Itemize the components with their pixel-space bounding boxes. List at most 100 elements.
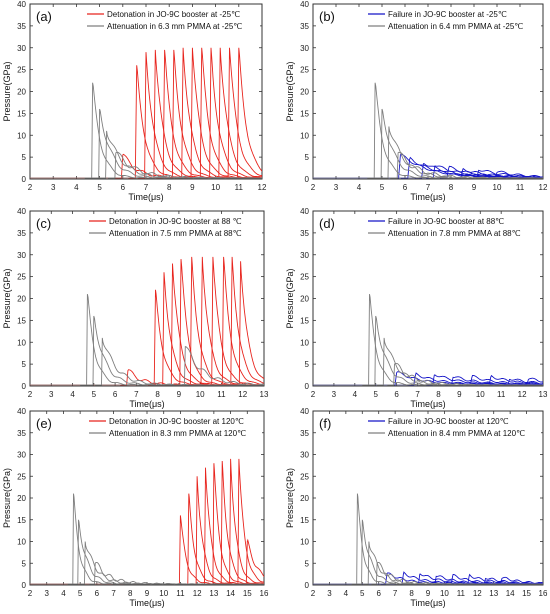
pressure-curve: [146, 49, 262, 179]
x-tick-label: 2: [311, 183, 316, 192]
curves: [313, 82, 543, 179]
x-axis-label: Time(μs): [128, 192, 163, 202]
legend-box: [365, 8, 541, 36]
y-axis-label: Pressure(GPa): [285, 268, 295, 328]
pressure-curve: [363, 541, 543, 585]
pressure-curve: [89, 562, 264, 585]
legend: Failure in JO-9C booster at 88℃ Attenuati…: [365, 215, 541, 243]
x-tick-label: 7: [111, 589, 116, 598]
legend-label: Attenuation in 7.5 mm PMMA at 88℃: [109, 229, 242, 238]
y-tick-label: 35: [17, 429, 26, 438]
x-tick-label: 12: [258, 183, 267, 192]
pressure-curve: [495, 576, 543, 585]
y-tick-label: 10: [17, 338, 26, 347]
pressure-curve: [211, 47, 262, 179]
panel-letter: (b): [319, 9, 335, 24]
x-tick-label: 11: [457, 589, 466, 598]
x-tick-label: 14: [226, 589, 235, 598]
legend-label: Failure in JO-9C booster at 88℃: [388, 217, 504, 226]
x-tick-label: 2: [311, 589, 316, 598]
x-tick-label: 10: [440, 589, 449, 598]
y-tick-label: 5: [22, 153, 27, 162]
x-tick-label: 8: [155, 390, 160, 399]
x-tick-label: 3: [327, 589, 332, 598]
x-tick-label: 15: [522, 589, 531, 598]
pressure-curve: [205, 256, 264, 386]
x-tick-label: 8: [449, 183, 454, 192]
y-tick-label: 0: [305, 175, 310, 184]
pressure-curve: [224, 458, 264, 585]
pressure-curve: [232, 261, 264, 386]
y-tick-label: 20: [300, 295, 309, 304]
x-tick-label: 6: [403, 183, 408, 192]
x-tick-label: 8: [167, 183, 172, 192]
y-tick-label: 5: [305, 360, 310, 369]
x-tick-label: 12: [193, 589, 202, 598]
pressure-curve: [86, 315, 264, 386]
x-tick-label: 13: [489, 589, 498, 598]
curves: [313, 493, 543, 585]
y-tick-label: 20: [300, 494, 309, 503]
y-tick-label: 0: [22, 175, 27, 184]
y-tick-label: 5: [305, 559, 310, 568]
legend-box: [86, 215, 262, 243]
y-tick-label: 40: [17, 207, 26, 216]
pressure-curve: [193, 47, 262, 179]
legend: Failure in JO-9C booster at -25℃ Attenuat…: [365, 8, 541, 36]
x-tick-label: 9: [190, 183, 195, 192]
x-tick-label: 2: [28, 183, 33, 192]
y-tick-label: 40: [300, 207, 309, 216]
pressure-curve: [368, 315, 543, 386]
y-tick-label: 10: [17, 131, 26, 140]
pressure-curve: [488, 170, 543, 179]
x-tick-label: 12: [238, 390, 247, 399]
x-tick-label: 6: [376, 589, 381, 598]
curves: [30, 256, 264, 386]
y-tick-label: 0: [305, 382, 310, 391]
x-tick-label: 4: [357, 183, 362, 192]
pressure-curve: [114, 153, 262, 179]
pressure-curve: [184, 47, 262, 179]
x-tick-label: 4: [61, 589, 66, 598]
y-tick-label: 0: [22, 581, 27, 590]
x-tick-label: 11: [497, 390, 506, 399]
pressure-curve: [445, 376, 543, 386]
x-tick-label: 7: [134, 390, 139, 399]
x-axis-label: Time(μs): [410, 598, 445, 608]
y-tick-label: 5: [305, 153, 310, 162]
pressure-curve: [178, 346, 264, 386]
x-axis-label: Time(μs): [129, 598, 164, 608]
series-gray: [313, 82, 543, 179]
pressure-curve: [84, 82, 262, 179]
x-tick-label: 7: [426, 183, 431, 192]
legend-label: Attenuation in 6.3 mm PMMA at -25℃: [107, 22, 242, 31]
y-tick-label: 20: [17, 494, 26, 503]
x-tick-label: 6: [95, 589, 100, 598]
x-tick-label: 3: [44, 589, 49, 598]
x-tick-label: 11: [235, 183, 244, 192]
pressure-curve: [202, 47, 262, 179]
y-tick-label: 20: [300, 88, 309, 97]
series-gray: [313, 294, 543, 386]
x-tick-label: 9: [145, 589, 150, 598]
x-axis-label: Time(μs): [129, 399, 164, 409]
y-tick-label: 40: [17, 407, 26, 416]
curves: [313, 294, 543, 386]
x-tick-label: 2: [28, 589, 33, 598]
x-tick-label: 16: [260, 589, 269, 598]
x-tick-label: 9: [177, 390, 182, 399]
panel-f: 2 3 4 5 6 7 8 9 10 11 12 13 14 15 16 0 5 10 15 20 25 30 35 40 Ti…: [285, 407, 548, 608]
pressure-curve: [351, 493, 543, 585]
x-tick-label: 11: [176, 589, 185, 598]
legend-label: Failure in JO-9C booster at -25℃: [388, 10, 507, 19]
y-tick-label: 25: [17, 472, 26, 481]
x-axis-label: Time(μs): [410, 399, 445, 409]
x-tick-label: 9: [457, 390, 462, 399]
panel-letter: (d): [319, 216, 335, 231]
pressure-curve: [464, 375, 543, 386]
x-tick-label: 7: [393, 589, 398, 598]
series-gray: [30, 493, 264, 585]
legend: Detonation in JO-9C booster at -25℃ Atten…: [84, 8, 260, 36]
series-blue: [313, 571, 543, 585]
